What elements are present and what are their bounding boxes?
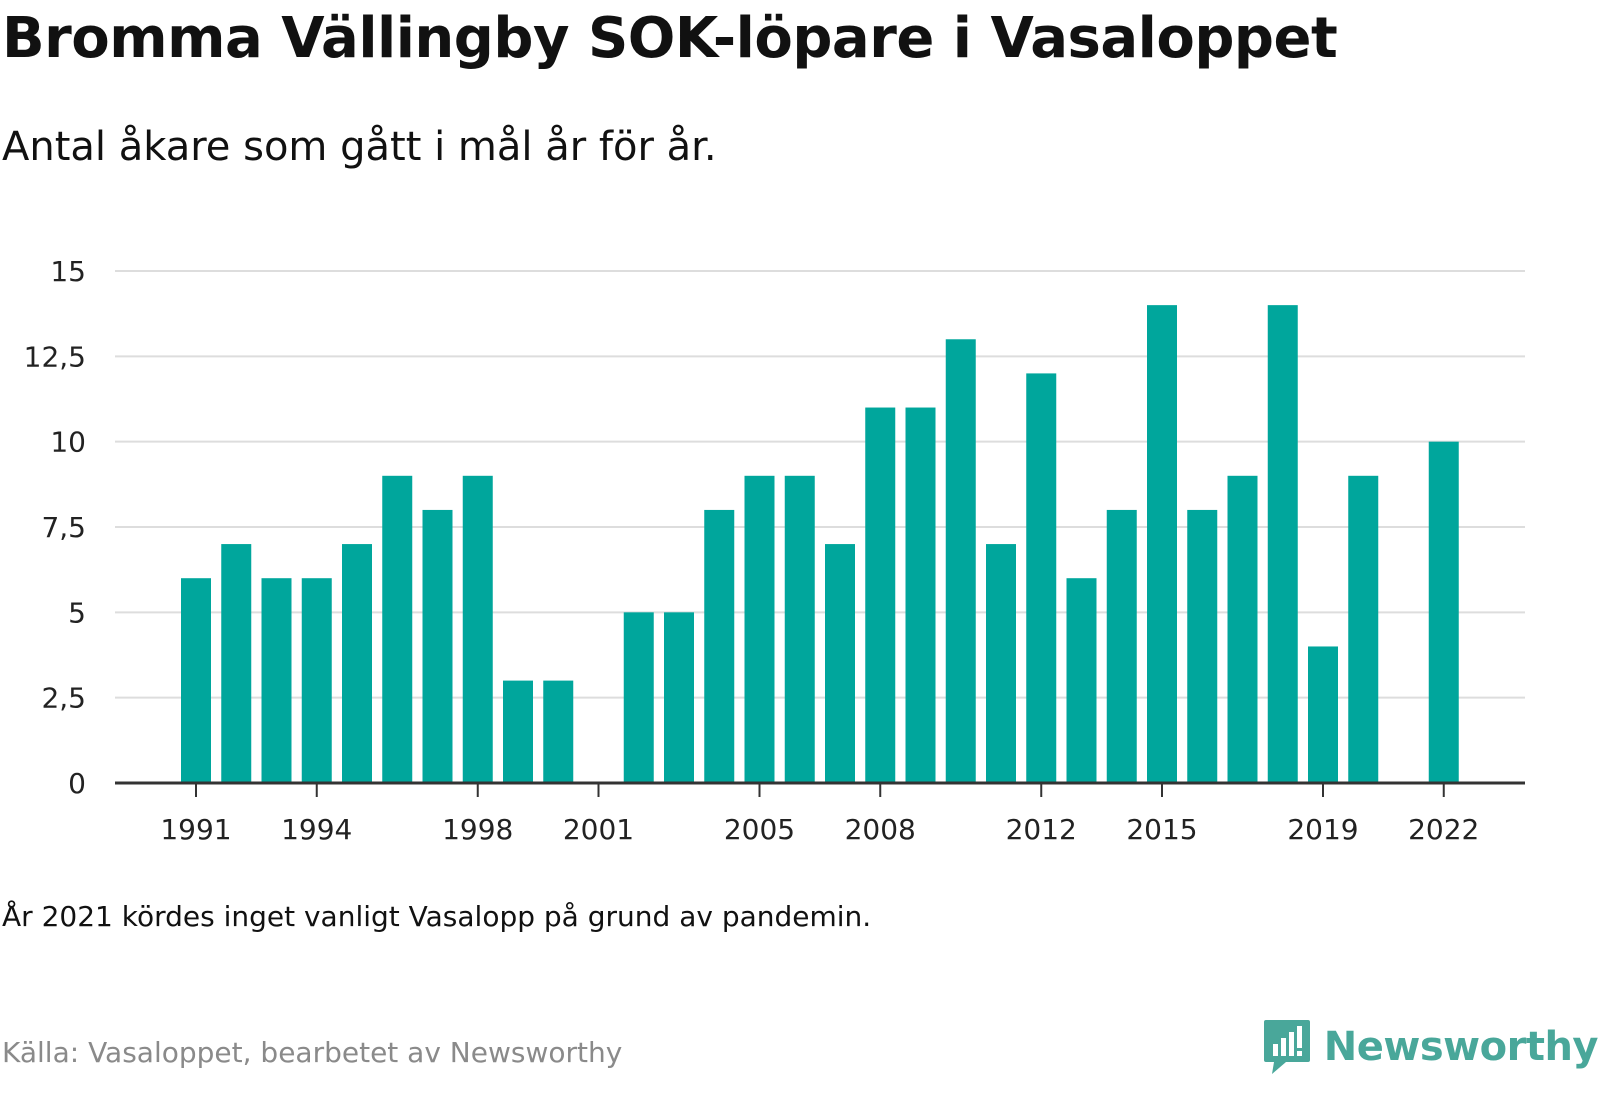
bar-2003[interactable] xyxy=(664,612,694,783)
y-tick-label: 15 xyxy=(50,255,86,288)
chart-title: Bromma Vällingby SOK-löpare i Vasaloppet xyxy=(2,6,1338,71)
bar-2006[interactable] xyxy=(784,475,815,783)
source-credit: Källa: Vasaloppet, bearbetet av Newswort… xyxy=(2,1036,623,1069)
bar-2019[interactable] xyxy=(1308,646,1338,783)
bar-2004[interactable] xyxy=(704,509,735,783)
x-tick-label: 2015 xyxy=(1126,813,1197,846)
y-tick-label: 5 xyxy=(68,596,86,629)
bar-1993[interactable] xyxy=(261,578,292,783)
bar-1992[interactable] xyxy=(221,544,252,783)
bar-1991[interactable] xyxy=(181,578,211,783)
bar-2016[interactable] xyxy=(1187,509,1218,783)
bar-2005[interactable] xyxy=(744,475,775,783)
y-tick-label: 10 xyxy=(50,426,86,459)
bar-2011[interactable] xyxy=(986,544,1016,783)
bar-2013[interactable] xyxy=(1066,578,1097,783)
bar-2007[interactable] xyxy=(825,544,855,783)
y-tick-label: 12,5 xyxy=(24,340,86,373)
bar-2012[interactable] xyxy=(1026,373,1057,783)
bar-1996[interactable] xyxy=(382,475,413,783)
bar-1998[interactable] xyxy=(462,475,493,783)
bar-2002[interactable] xyxy=(623,612,654,783)
x-tick-label: 1991 xyxy=(160,813,231,846)
bar-1997[interactable] xyxy=(422,509,453,783)
y-axis-ticks: 0 2,5 5 7,5 10 12,5 15 xyxy=(24,255,86,800)
bar-2020[interactable] xyxy=(1348,475,1379,783)
y-tick-label: 0 xyxy=(68,767,86,800)
bar-2014[interactable] xyxy=(1106,509,1137,783)
bar-2000[interactable] xyxy=(543,680,574,783)
bar-2018[interactable] xyxy=(1267,305,1298,783)
bar-chart: 0 2,5 5 7,5 10 12,5 15 1991 1994 1998 2001 2005 200… xyxy=(24,255,1525,846)
x-tick-label: 2019 xyxy=(1287,813,1358,846)
bar-1994[interactable] xyxy=(301,578,332,783)
bar-2017[interactable] xyxy=(1227,475,1258,783)
chart-subtitle: Antal åkare som gått i mål år för år. xyxy=(2,124,717,170)
x-tick-label: 2008 xyxy=(845,813,916,846)
y-tick-label: 2,5 xyxy=(41,682,86,715)
newsworthy-logo-icon xyxy=(1263,1020,1310,1074)
x-tick-label: 2001 xyxy=(563,813,634,846)
y-tick-label: 7,5 xyxy=(41,511,86,544)
x-tick-label: 2005 xyxy=(724,813,795,846)
bar-1999[interactable] xyxy=(503,680,533,783)
chart-note: År 2021 kördes inget vanligt Vasalopp på… xyxy=(2,900,872,933)
x-tick-label: 1998 xyxy=(442,813,513,846)
bar-2010[interactable] xyxy=(945,339,976,783)
x-axis-ticks: 1991 1994 1998 2001 2005 2008 2012 2015 2019 2022 xyxy=(160,783,1479,846)
x-tick-label: 1994 xyxy=(281,813,352,846)
bar-2015[interactable] xyxy=(1147,305,1177,783)
bars xyxy=(181,305,1459,783)
x-tick-label: 2012 xyxy=(1006,813,1077,846)
bar-1995[interactable] xyxy=(342,544,372,783)
bar-2009[interactable] xyxy=(905,407,936,783)
brand[interactable]: Newsworthy xyxy=(1262,1018,1599,1076)
x-tick-label: 2022 xyxy=(1408,813,1479,846)
bar-2022[interactable] xyxy=(1428,441,1459,783)
bar-2008[interactable] xyxy=(865,407,896,783)
brand-name: Newsworthy xyxy=(1323,1024,1599,1070)
